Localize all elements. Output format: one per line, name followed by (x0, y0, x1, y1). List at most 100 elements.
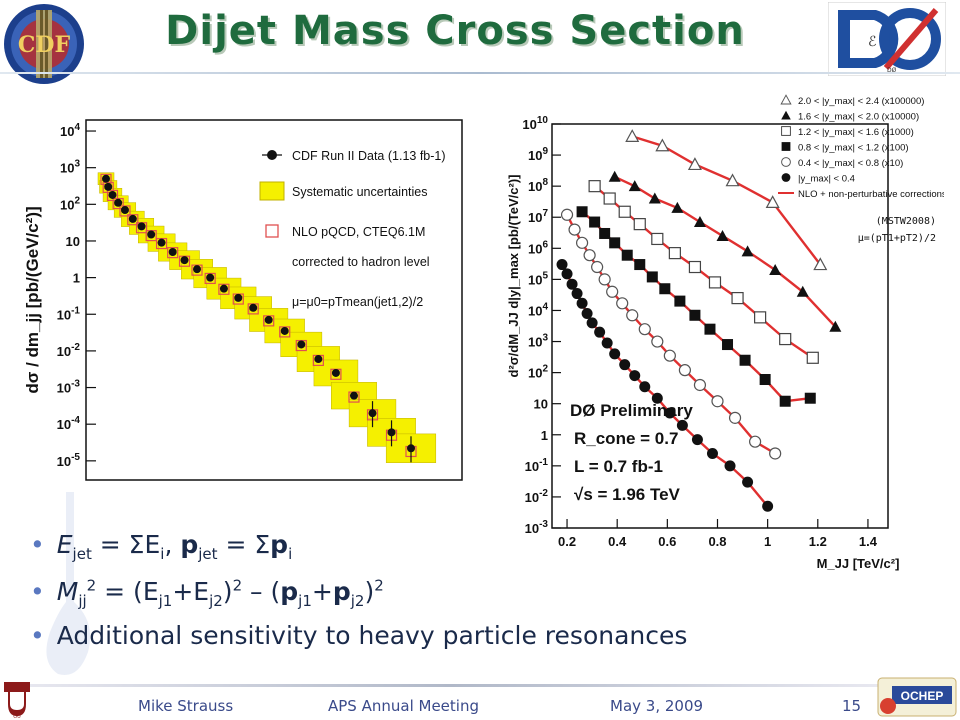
cdf-data-point (128, 214, 137, 223)
d0-point-open-circle (575, 236, 589, 249)
d0-legend-entry: 0.8 < |y_max| < 1.2 (x100) (798, 143, 909, 154)
d0-point-open-square (806, 351, 819, 364)
d0-point-filled-triangle (671, 201, 684, 213)
cdf-nlo-point (204, 272, 216, 285)
d0-point-open-circle (663, 349, 676, 362)
d0-point-filled-square (621, 249, 633, 261)
d0-point-filled-circle (629, 370, 641, 382)
d0-point-open-triangle (625, 129, 640, 142)
d0-xtick-label: 0.6 (658, 534, 676, 549)
d0-point-filled-circle (762, 500, 774, 512)
d0-xlabel: M_JJ [TeV/c²] (817, 556, 900, 571)
bullet-3-text: Additional sensitivity to heavy particle… (56, 621, 688, 650)
d0-xtick-label: 0.2 (558, 534, 576, 549)
d0-xtick-label: 1.2 (809, 534, 827, 549)
cdf-nlo-point (112, 197, 124, 210)
footer-page-number: 15 (842, 697, 862, 715)
d0-ytick-label: 1 (541, 428, 548, 443)
cdf-data-point (331, 368, 340, 377)
d0-point-filled-triangle (716, 229, 729, 241)
svg-text:ℰ: ℰ (868, 34, 876, 50)
cdf-legend-entry: μ=μ0=pTmean(jet1,2)/2 (292, 295, 423, 309)
cdf-data-point (297, 340, 306, 349)
d0-point-filled-triangle (648, 192, 661, 204)
cdf-legend-entry: NLO pQCD, CTEQ6.1M (292, 225, 425, 239)
d0-point-open-triangle (725, 173, 740, 187)
d0-point-filled-triangle (781, 110, 791, 120)
d0-legend-marker (781, 173, 791, 182)
d0-xtick-label: 0.8 (708, 534, 726, 549)
d0-point-open-triangle (780, 94, 792, 105)
d0-xtick-label: 0.4 (608, 534, 627, 549)
cdf-data-point (104, 182, 113, 191)
d0-point-filled-circle (566, 278, 578, 290)
d0-point-filled-square (674, 295, 686, 307)
ochep-logo-text: OCHEP (901, 689, 944, 703)
d0-annotation-lumi: L = 0.7 fb-1 (574, 457, 663, 476)
cdf-data-point (120, 205, 129, 214)
d0-annotation-preliminary: DØ Preliminary (570, 401, 693, 420)
d0-point-filled-circle (664, 407, 676, 419)
ou-logo-text: OU (13, 714, 21, 720)
d0-point-open-triangle (687, 157, 702, 171)
d0-legend-marker (781, 142, 791, 151)
d0-legend-marker (781, 126, 791, 136)
d0-point-filled-circle (576, 297, 588, 309)
d0-point-open-circle (591, 260, 604, 274)
cdf-nlo-point (191, 264, 203, 276)
cdf-data-point (206, 273, 215, 282)
d0-point-filled-square (589, 216, 601, 228)
d0-point-open-circle (651, 335, 664, 348)
d0-point-open-circle (711, 395, 724, 408)
cdf-data-point (280, 326, 289, 335)
cdf-data-point (102, 174, 110, 183)
d0-point-filled-circle (781, 173, 791, 182)
d0-legend-scale: μ=(pT1+pT2)/2 (858, 233, 936, 244)
d0-point-open-square (633, 218, 646, 231)
d0-point-filled-triangle (628, 180, 641, 192)
d0-point-filled-circle (691, 434, 703, 446)
d0-point-open-circle (583, 249, 596, 262)
cdf-logo: CDF (4, 4, 84, 84)
cdf-nlo-point (106, 189, 119, 202)
d0-chart: 101010910810710610510410310210110-110-21… (488, 76, 944, 584)
d0-point-open-circle (769, 447, 782, 460)
d0-point-open-circle (598, 273, 611, 286)
d0-legend-entry: |y_max| < 0.4 (798, 174, 855, 185)
d0-ylabel: d²σ/dM_JJ d|y|_max [pb/(TeV/c²)] (506, 174, 521, 377)
d0-legend-marker (781, 110, 791, 120)
d0-point-filled-circle (639, 381, 651, 393)
footer-meeting: APS Annual Meeting (328, 697, 479, 715)
cdf-nlo-point (155, 237, 168, 250)
bullet-dot-icon: • (30, 621, 45, 650)
cdf-data-point (387, 428, 396, 437)
d0-point-open-square (779, 332, 792, 346)
ochep-logo: OCHEP (877, 677, 957, 717)
d0-point-open-square (708, 276, 722, 289)
d0-point-filled-square (804, 392, 816, 404)
d0-point-open-square (754, 311, 767, 324)
d0-point-open-circle (638, 323, 651, 336)
d0-point-open-circle (616, 297, 629, 310)
cdf-data-point (264, 315, 273, 324)
d0-point-filled-triangle (693, 216, 706, 228)
d0-point-open-triangle (813, 257, 828, 271)
d0-point-filled-square (576, 206, 588, 218)
bullet-3: • Additional sensitivity to heavy particl… (30, 621, 687, 650)
cdf-data-point (193, 265, 202, 274)
d0-ytick-label: 10 (534, 397, 548, 412)
d0-legend-entry: 1.6 < |y_max| < 2.0 (x10000) (798, 112, 919, 123)
slide-title: Dijet Mass Cross Section (165, 8, 745, 54)
d0-legend-marker (780, 94, 792, 105)
d0-point-filled-square (739, 354, 751, 366)
d0-point-open-square (688, 260, 702, 274)
d0-point-filled-circle (556, 259, 568, 271)
d0-legend-note: (MSTW2008) (876, 216, 936, 227)
cdf-data-point (147, 230, 156, 239)
d0-point-filled-circle (581, 307, 593, 319)
cdf-data-point (180, 256, 189, 265)
d0-point-filled-triangle (829, 320, 842, 332)
d0-point-filled-circle (594, 326, 606, 338)
decorative-bulb (46, 492, 91, 676)
